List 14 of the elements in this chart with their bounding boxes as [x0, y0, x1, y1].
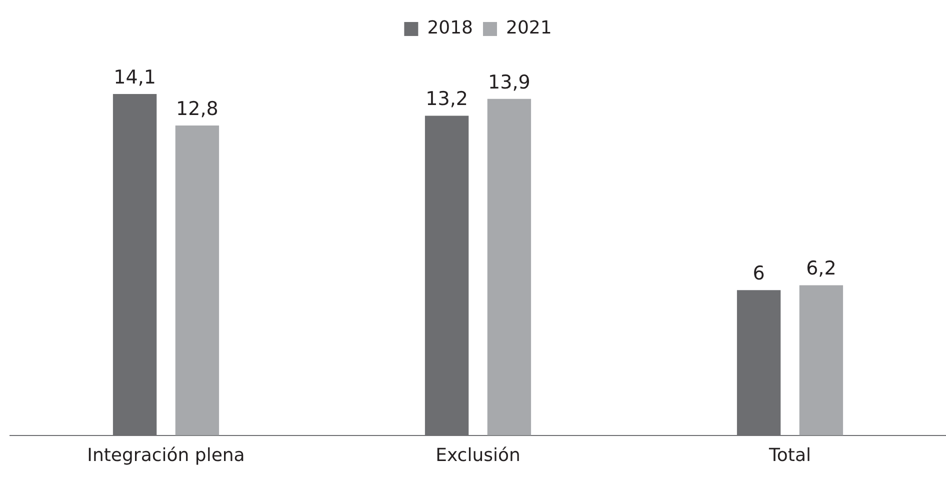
data-label: 12,8	[176, 98, 218, 120]
data-label: 14,1	[114, 66, 156, 88]
legend-label: 2018	[427, 18, 474, 39]
data-label: 13,9	[488, 71, 530, 94]
bar	[799, 285, 844, 436]
x-tick-label: Integración plena	[87, 444, 245, 466]
x-tick-label: Total	[768, 444, 812, 466]
data-label: 6	[752, 262, 765, 285]
data-label: 13,2	[426, 88, 468, 110]
bar	[175, 125, 220, 436]
data-label: 6,2	[806, 258, 836, 280]
legend-label: 2021	[506, 18, 552, 39]
x-tick-label: Exclusión	[436, 444, 520, 466]
bar	[487, 98, 532, 436]
